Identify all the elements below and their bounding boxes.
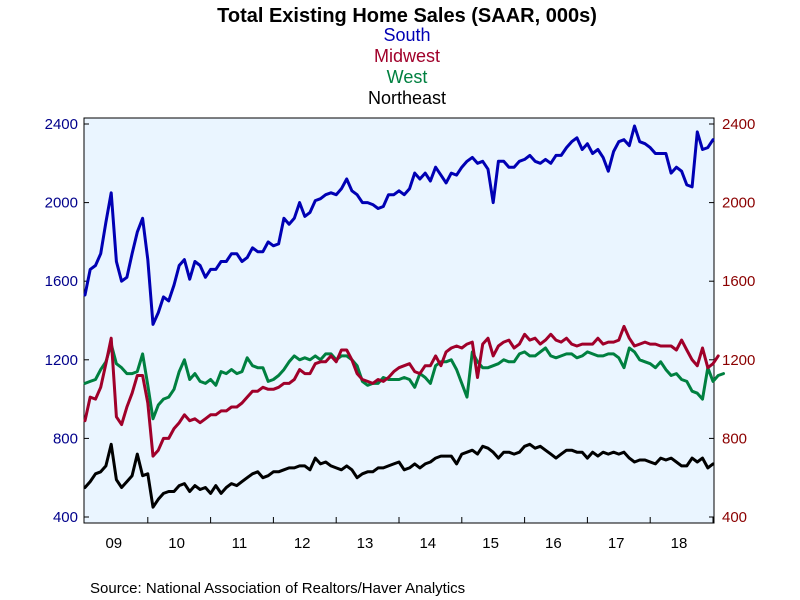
x-tick-label: 16 bbox=[545, 535, 562, 552]
right-y-tick-label: 2000 bbox=[722, 195, 755, 212]
series-line-west bbox=[83, 342, 725, 421]
right-y-axis: 400 800 1200 1600 2000 2400 bbox=[709, 116, 755, 526]
left-y-tick-label: 1200 bbox=[45, 352, 78, 369]
x-tick-label: 09 bbox=[105, 535, 122, 552]
plot-area bbox=[83, 117, 715, 524]
x-axis: 09 10 11 12 13 14 15 16 17 18 bbox=[105, 517, 714, 552]
x-tick-label: 13 bbox=[357, 535, 374, 552]
legend-label-south: South bbox=[383, 25, 430, 45]
x-tick-label: 15 bbox=[482, 535, 499, 552]
left-y-tick-label: 2400 bbox=[45, 116, 78, 133]
left-y-tick-label: 400 bbox=[53, 509, 78, 526]
x-tick-label: 14 bbox=[419, 535, 436, 552]
source-note: Source: National Association of Realtors… bbox=[90, 580, 465, 597]
right-y-tick-label: 1200 bbox=[722, 352, 755, 369]
series-line-midwest bbox=[83, 324, 720, 458]
series-lines bbox=[83, 124, 725, 509]
x-tick-label: 10 bbox=[168, 535, 185, 552]
legend-label-midwest: Midwest bbox=[374, 46, 440, 66]
x-tick-label: 18 bbox=[671, 535, 688, 552]
series-line-northeast bbox=[83, 442, 715, 509]
x-tick-label: 17 bbox=[608, 535, 625, 552]
left-y-tick-label: 1600 bbox=[45, 273, 78, 290]
left-y-tick-label: 800 bbox=[53, 430, 78, 447]
x-tick-label: 11 bbox=[232, 535, 248, 552]
right-y-tick-label: 800 bbox=[722, 430, 747, 447]
right-y-tick-label: 2400 bbox=[722, 116, 755, 133]
legend-label-northeast: Northeast bbox=[368, 88, 446, 108]
left-y-tick-label: 2000 bbox=[45, 195, 78, 212]
legend-label-west: West bbox=[387, 67, 428, 87]
right-y-tick-label: 1600 bbox=[722, 273, 755, 290]
chart-title: Total Existing Home Sales (SAAR, 000s) bbox=[217, 5, 597, 27]
x-tick-label: 12 bbox=[294, 535, 311, 552]
right-y-tick-label: 400 bbox=[722, 509, 747, 526]
series-line-south bbox=[83, 124, 715, 326]
left-y-axis: 400 800 1200 1600 2000 2400 bbox=[45, 116, 89, 526]
